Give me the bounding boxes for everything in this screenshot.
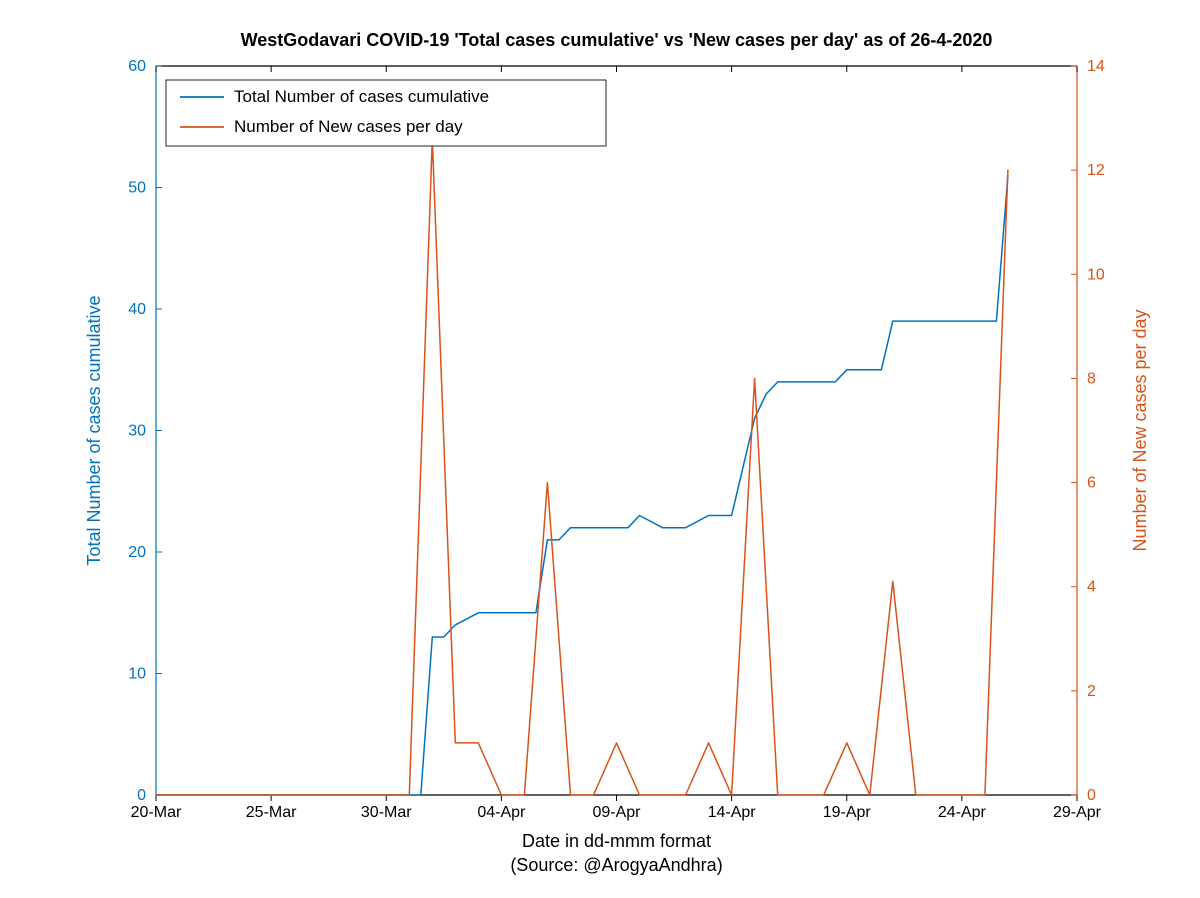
y-right-label: Number of New cases per day bbox=[1130, 309, 1150, 551]
legend-label: Total Number of cases cumulative bbox=[234, 87, 489, 106]
y-left-label: Total Number of cases cumulative bbox=[84, 295, 104, 565]
legend-label: Number of New cases per day bbox=[234, 117, 463, 136]
y-right-tick-label: 0 bbox=[1087, 787, 1096, 804]
x-tick-label: 30-Mar bbox=[361, 804, 412, 821]
x-label-line1: Date in dd-mmm format bbox=[522, 831, 711, 851]
x-tick-label: 19-Apr bbox=[823, 804, 872, 821]
y-right-tick-label: 8 bbox=[1087, 370, 1096, 387]
y-left-tick-label: 30 bbox=[128, 423, 146, 440]
x-tick-label: 20-Mar bbox=[131, 804, 182, 821]
y-right-tick-label: 2 bbox=[1087, 683, 1096, 700]
x-tick-label: 24-Apr bbox=[938, 804, 987, 821]
y-right-tick-label: 10 bbox=[1087, 266, 1105, 283]
y-right-tick-label: 12 bbox=[1087, 162, 1105, 179]
y-right-tick-label: 14 bbox=[1087, 58, 1105, 75]
y-right-tick-label: 4 bbox=[1087, 579, 1096, 596]
x-tick-label: 29-Apr bbox=[1053, 804, 1102, 821]
chart-title: WestGodavari COVID-19 'Total cases cumul… bbox=[241, 30, 993, 50]
series-1 bbox=[156, 139, 1008, 795]
y-left-tick-label: 40 bbox=[128, 301, 146, 318]
y-left-tick-label: 60 bbox=[128, 58, 146, 75]
y-left-tick-label: 20 bbox=[128, 544, 146, 561]
x-label-line2: (Source: @ArogyaAndhra) bbox=[510, 855, 722, 875]
chart-svg: 20-Mar 25-Mar 30-Mar 04-Apr 09-Apr 14-Apr 19-A… bbox=[0, 0, 1200, 898]
dual-axis-line-chart: 20-Mar 25-Mar 30-Mar 04-Apr 09-Apr 14-Apr 19-A… bbox=[0, 0, 1200, 898]
x-tick-label: 09-Apr bbox=[592, 804, 641, 821]
y-left-tick-label: 0 bbox=[137, 787, 146, 804]
x-tick-label: 14-Apr bbox=[708, 804, 757, 821]
y-left-tick-label: 50 bbox=[128, 180, 146, 197]
x-tick-label: 04-Apr bbox=[477, 804, 526, 821]
y-right-tick-label: 6 bbox=[1087, 475, 1096, 492]
y-left-tick-label: 10 bbox=[128, 666, 146, 683]
x-tick-label: 25-Mar bbox=[246, 804, 297, 821]
